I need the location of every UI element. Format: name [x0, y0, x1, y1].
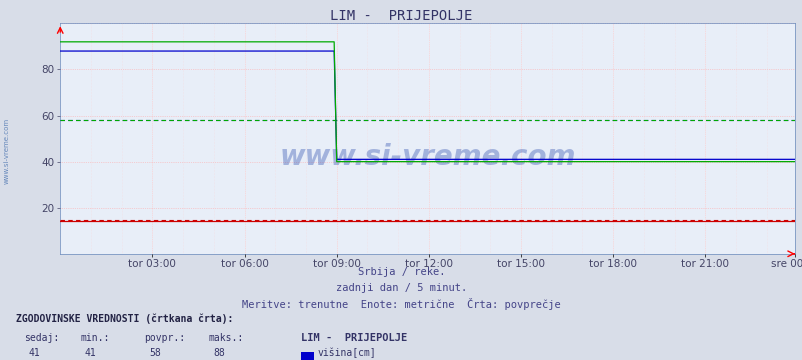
- Text: 88: 88: [213, 348, 225, 358]
- Text: 41: 41: [84, 348, 96, 358]
- Text: 58: 58: [148, 348, 160, 358]
- Text: LIM -  PRIJEPOLJE: LIM - PRIJEPOLJE: [301, 333, 407, 343]
- Text: maks.:: maks.:: [209, 333, 244, 343]
- Text: min.:: min.:: [80, 333, 110, 343]
- Text: Meritve: trenutne  Enote: metrične  Črta: povprečje: Meritve: trenutne Enote: metrične Črta: …: [242, 298, 560, 310]
- Text: višina[cm]: višina[cm]: [318, 348, 376, 359]
- Text: Srbija / reke.: Srbija / reke.: [358, 267, 444, 277]
- Text: povpr.:: povpr.:: [144, 333, 185, 343]
- Text: www.si-vreme.com: www.si-vreme.com: [4, 118, 10, 184]
- Text: LIM -  PRIJEPOLJE: LIM - PRIJEPOLJE: [330, 9, 472, 23]
- Text: www.si-vreme.com: www.si-vreme.com: [279, 143, 575, 171]
- Text: zadnji dan / 5 minut.: zadnji dan / 5 minut.: [335, 283, 467, 293]
- Text: 41: 41: [28, 348, 40, 358]
- Text: sedaj:: sedaj:: [24, 333, 59, 343]
- Text: ZGODOVINSKE VREDNOSTI (črtkana črta):: ZGODOVINSKE VREDNOSTI (črtkana črta):: [16, 313, 233, 324]
